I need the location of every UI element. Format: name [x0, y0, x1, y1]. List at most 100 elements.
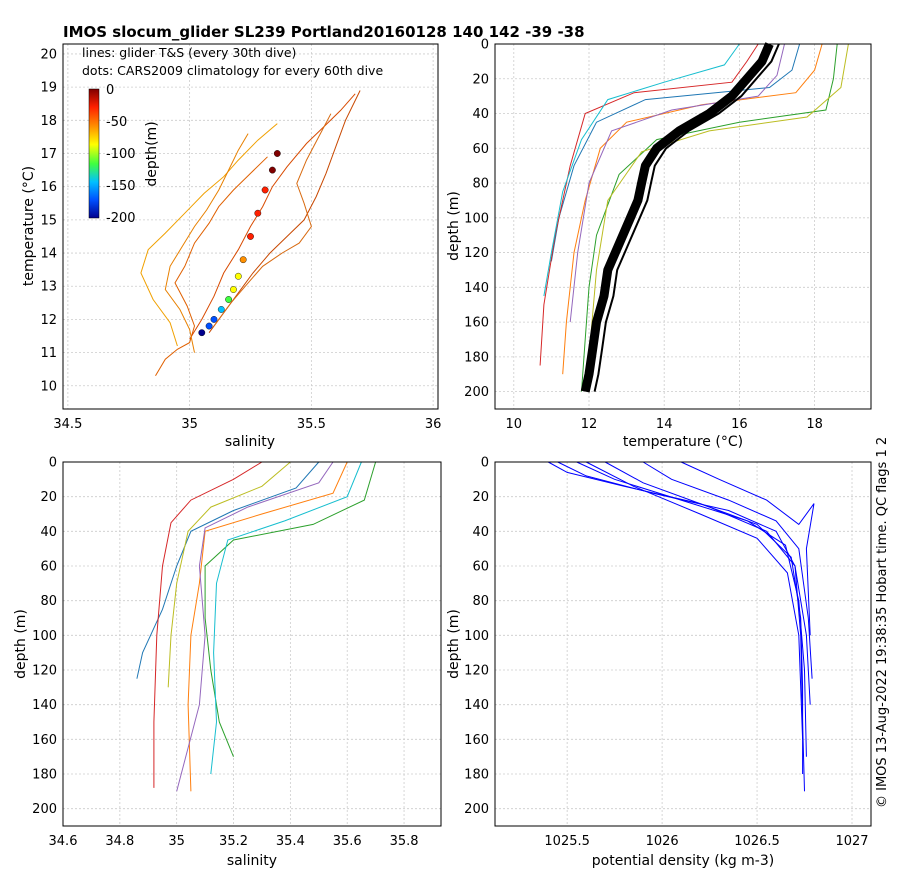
y-tick-label: 12: [40, 313, 57, 328]
series-line: [588, 43, 849, 357]
x-tick-label: 10: [506, 417, 523, 432]
series-line: [167, 461, 291, 688]
tick-labels: 34.5 35 35.5 36 10 11 12 13 14 15 16 17 18 19 20: [40, 47, 441, 432]
climatology-dot: [198, 329, 206, 337]
series-line: [543, 43, 740, 297]
y-tick-label: 40: [40, 525, 57, 540]
y-tick-label: 20: [40, 490, 57, 505]
series-group: [547, 461, 815, 792]
y-tick-label: 15: [40, 213, 57, 228]
y-axis-label: depth (m): [446, 609, 462, 679]
series-line: [210, 461, 362, 775]
y-tick-label: 10: [40, 379, 57, 394]
series-line: [155, 156, 268, 377]
x-tick-label: 34.8: [105, 834, 134, 849]
x-tick-label: 34.6: [49, 834, 78, 849]
colorbar-tick: -100: [106, 147, 136, 162]
y-tick-label: 200: [32, 802, 57, 817]
x-axis-label: temperature (°C): [623, 434, 743, 450]
grid: [495, 461, 871, 826]
colorbar-tick: -50: [106, 115, 127, 130]
figure-title: IMOS slocum_glider SL239 Portland2016012…: [63, 23, 585, 41]
y-tick-label: 140: [464, 698, 489, 713]
series-line: [189, 93, 356, 340]
x-axis-label: salinity: [225, 434, 275, 450]
y-tick-label: 0: [481, 456, 489, 471]
x-axis-label: salinity: [227, 853, 277, 869]
copyright-note: © IMOS 13-Aug-2022 19:38:35 Hobart time.…: [875, 437, 890, 808]
panel-salinity-depth: 34.6 34.8 35 35.2 35.4 35.6 35.8 0 20 40 60 80 100 12…: [13, 456, 442, 869]
series-line: [176, 461, 334, 792]
y-tick-label: 0: [481, 38, 489, 53]
x-tick-label: 14: [656, 417, 673, 432]
series-line: [164, 133, 249, 353]
climatology-dot: [239, 256, 247, 264]
series-line: [547, 461, 804, 774]
grid: [63, 44, 438, 409]
climatology-dot: [205, 322, 213, 330]
climatology-dot: [217, 306, 225, 313]
panel-density-depth: 1025.5 1026 1026.5 1027 0 20 40 60 80 100 120 140 16…: [446, 456, 872, 869]
y-tick-label: 160: [32, 733, 57, 748]
x-tick-label: 1027: [835, 834, 868, 849]
plot-frame: [494, 461, 872, 827]
y-tick-label: 120: [32, 664, 57, 679]
series-line: [557, 461, 805, 792]
y-tick-label: 200: [464, 385, 489, 400]
climatology-dot: [269, 166, 276, 174]
y-tick-label: 80: [472, 177, 489, 192]
series-line: [213, 113, 332, 327]
series-line: [562, 43, 823, 375]
x-tick-label: 34.5: [53, 417, 82, 432]
climatology-dot: [210, 316, 218, 323]
climatology-profile: [580, 42, 774, 393]
y-tick-label: 140: [32, 698, 57, 713]
y-tick-label: 60: [40, 560, 57, 575]
series-line: [642, 461, 813, 679]
x-tick-label: 12: [581, 417, 598, 432]
colorbar-tick: 0: [106, 83, 114, 98]
colorbar: [88, 88, 100, 219]
x-tick-label: 35.5: [297, 417, 326, 432]
y-tick-label: 160: [464, 733, 489, 748]
x-tick-label: 18: [806, 417, 823, 432]
y-tick-label: 40: [472, 525, 489, 540]
climatology-dot: [247, 233, 254, 240]
climatology-dot: [254, 209, 262, 217]
x-tick-label: 1026: [646, 834, 679, 849]
y-tick-label: 180: [464, 768, 489, 783]
series-line: [208, 90, 361, 333]
y-axis-label: depth (m): [13, 609, 29, 679]
legend-note-lines: lines: glider T&S (every 30th dive): [82, 45, 296, 60]
series-line: [136, 461, 320, 679]
y-tick-label: 60: [472, 560, 489, 575]
legend-note-dots: dots: CARS2009 climatology for every 60t…: [82, 63, 383, 78]
x-tick-label: 16: [731, 417, 748, 432]
y-tick-label: 40: [472, 107, 489, 122]
climatology-profiles: [580, 42, 780, 393]
y-axis-label: depth (m): [446, 191, 462, 261]
y-tick-label: 100: [32, 629, 57, 644]
colorbar-tick: -150: [106, 179, 136, 194]
plot-frame: [494, 43, 872, 410]
y-tick-label: 20: [472, 490, 489, 505]
series-line: [576, 461, 807, 757]
colorbar-tick: -200: [106, 211, 136, 226]
colorbar-ticks: 0 -50 -100 -150 -200: [106, 83, 136, 226]
plot-frame: [62, 461, 442, 827]
tick-labels: 1025.5 1026 1026.5 1027 0 20 40 60 80 100 120 140 16…: [464, 456, 868, 850]
y-tick-label: 13: [40, 280, 57, 295]
series-line: [539, 43, 759, 366]
series-line: [204, 461, 377, 757]
y-tick-label: 60: [472, 142, 489, 157]
y-tick-label: 80: [40, 594, 57, 609]
plot-frame: [62, 43, 439, 410]
y-tick-label: 14: [40, 247, 57, 262]
climatology-profile: [593, 43, 780, 392]
y-axis-label: temperature (°C): [21, 166, 37, 286]
colorbar-label: depth(m): [144, 121, 160, 186]
grid: [495, 43, 871, 409]
y-tick-label: 160: [464, 316, 489, 331]
